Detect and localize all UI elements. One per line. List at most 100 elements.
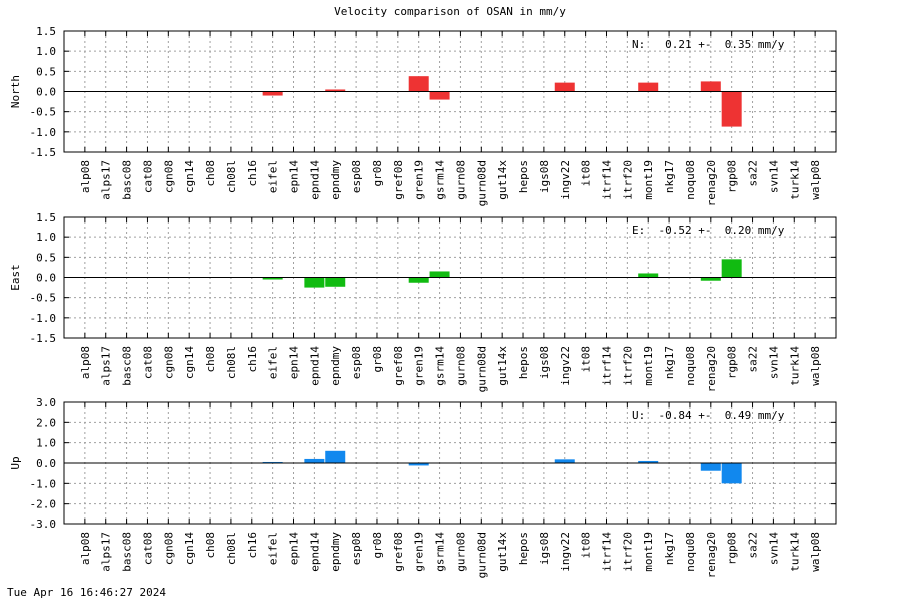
x-tick-label: ingv22: [559, 532, 572, 572]
bar-ingv22: [554, 459, 575, 463]
x-tick-label: gref08: [392, 346, 405, 386]
x-tick-label: mont19: [642, 346, 655, 386]
x-tick-label: gut14x: [496, 160, 509, 200]
x-tick-label: igs08: [538, 532, 551, 565]
x-tick-label: alp08: [79, 346, 92, 379]
x-tick-label: gsrm14: [434, 532, 447, 572]
x-tick-label: ingv22: [559, 346, 572, 386]
x-tick-label: epn14: [288, 160, 301, 193]
x-tick-label: cgn14: [183, 532, 196, 565]
x-tick-label: gren19: [413, 160, 426, 200]
y-tick-label: -2.0: [30, 498, 57, 511]
timestamp-footer: Tue Apr 16 16:46:27 2024: [7, 586, 166, 599]
x-tick-label: ch08: [204, 346, 217, 373]
x-tick-label: alps17: [100, 346, 113, 386]
x-tick-label: ch16: [246, 346, 259, 373]
panel-up: 3.0 2.0 1.0 0.0 -1.0 -2.0 -3.0 alp08 alps17 basc0…: [9, 396, 837, 578]
x-tick-label: gurn08: [454, 532, 467, 572]
y-tick-label: 1.0: [36, 231, 56, 244]
plot-frame: [63, 216, 837, 339]
x-tick-label: cgn08: [162, 346, 175, 379]
stats-annotation: E: -0.52 +- 0.20 mm/y: [632, 224, 785, 237]
x-tick-label: hepos: [517, 346, 530, 379]
y-tick-label: 1.5: [36, 25, 56, 38]
bar-rgp08: [721, 259, 742, 278]
y-tick-label: 1.5: [36, 211, 56, 224]
x-tick-label: gurn08d: [475, 532, 488, 578]
x-tick-label: gurn08: [454, 346, 467, 386]
x-tick-label: gref08: [392, 160, 405, 200]
x-tick-label: turk14: [788, 160, 801, 200]
bar-rgp08: [721, 463, 742, 484]
bar-epnd14: [304, 458, 325, 463]
x-tick-label: epndmy: [329, 532, 342, 572]
x-tick-label: mont19: [642, 532, 655, 572]
x-tick-label: basc08: [121, 160, 134, 200]
y-tick-label: 2.0: [36, 416, 56, 429]
bar-renag20: [700, 277, 721, 281]
bar-mont19: [638, 273, 659, 278]
x-tick-label: gren19: [413, 346, 426, 386]
x-tick-label: itrf14: [600, 346, 613, 386]
x-tick-label: gut14x: [496, 346, 509, 386]
bar-eifel: [262, 91, 283, 96]
x-tick-label: eifel: [267, 346, 280, 379]
y-tick-label: -1.5: [30, 332, 57, 345]
x-tick-label: gr08: [371, 346, 384, 373]
x-tick-label: gurn08d: [475, 346, 488, 392]
x-tick-label: walp08: [809, 532, 822, 572]
x-tick-label: gurn08d: [475, 160, 488, 206]
y-tick-label: -1.0: [30, 477, 57, 490]
x-tick-label: basc08: [121, 346, 134, 386]
y-tick-label: 1.0: [36, 437, 56, 450]
y-axis-label: East: [9, 264, 22, 291]
x-tick-label: alp08: [79, 160, 92, 193]
x-tick-label: esp08: [350, 346, 363, 379]
stats-annotation: U: -0.84 +- 0.49 mm/y: [632, 409, 785, 422]
x-tick-label: gurn08: [454, 160, 467, 200]
x-tick-label: epndmy: [329, 346, 342, 386]
x-tick-label: cat08: [141, 346, 154, 379]
x-tick-label: ch08l: [225, 346, 238, 379]
x-tick-label: renag20: [705, 160, 718, 206]
x-tick-label: eifel: [267, 532, 280, 565]
y-axis-label: North: [9, 75, 22, 108]
x-tick-label: nkg17: [663, 346, 676, 379]
x-tick-label: epn14: [288, 346, 301, 379]
bar-epndmy: [325, 450, 346, 463]
x-tick-label: gref08: [392, 532, 405, 572]
x-tick-label: svn14: [767, 346, 780, 379]
bar-renag20: [700, 81, 721, 92]
x-tick-label: itrf14: [600, 532, 613, 572]
x-tick-label: sa22: [747, 160, 760, 187]
x-tick-label: basc08: [121, 532, 134, 572]
y-tick-label: 3.0: [36, 396, 56, 409]
x-tick-label: itrf20: [621, 532, 634, 572]
x-tick-label: ch16: [246, 532, 259, 559]
plot-frame: [63, 30, 837, 153]
x-tick-label: itrf14: [600, 160, 613, 200]
y-tick-label: -0.5: [30, 292, 57, 305]
panel-north: 1.5 1.0 0.5 0.0 -0.5 -1.0 -1.5 alp08 alps17 basc0…: [9, 25, 837, 206]
y-axis-label: Up: [9, 456, 22, 469]
x-tick-label: ch08l: [225, 160, 238, 193]
x-tick-label: renag20: [705, 532, 718, 578]
x-tick-label: epnd14: [308, 160, 321, 200]
x-tick-label: cgn08: [162, 160, 175, 193]
x-tick-label: walp08: [809, 160, 822, 200]
x-tick-label: epnd14: [308, 346, 321, 386]
x-tick-label: alps17: [100, 160, 113, 200]
x-tick-label: nkg17: [663, 160, 676, 193]
x-tick-label: rgp08: [726, 160, 739, 193]
x-tick-label: ch08: [204, 160, 217, 187]
x-tick-label: noqu08: [684, 346, 697, 386]
x-tick-label: turk14: [788, 346, 801, 386]
panel-east: 1.5 1.0 0.5 0.0 -0.5 -1.0 -1.5 alp08 alps17 basc0…: [9, 211, 837, 392]
x-tick-label: igs08: [538, 160, 551, 193]
x-tick-label: epnd14: [308, 532, 321, 572]
x-tick-label: epndmy: [329, 160, 342, 200]
x-tick-label: hepos: [517, 160, 530, 193]
bar-ingv22: [554, 82, 575, 92]
y-tick-label: -1.5: [30, 146, 57, 159]
y-tick-label: 0.5: [36, 65, 56, 78]
